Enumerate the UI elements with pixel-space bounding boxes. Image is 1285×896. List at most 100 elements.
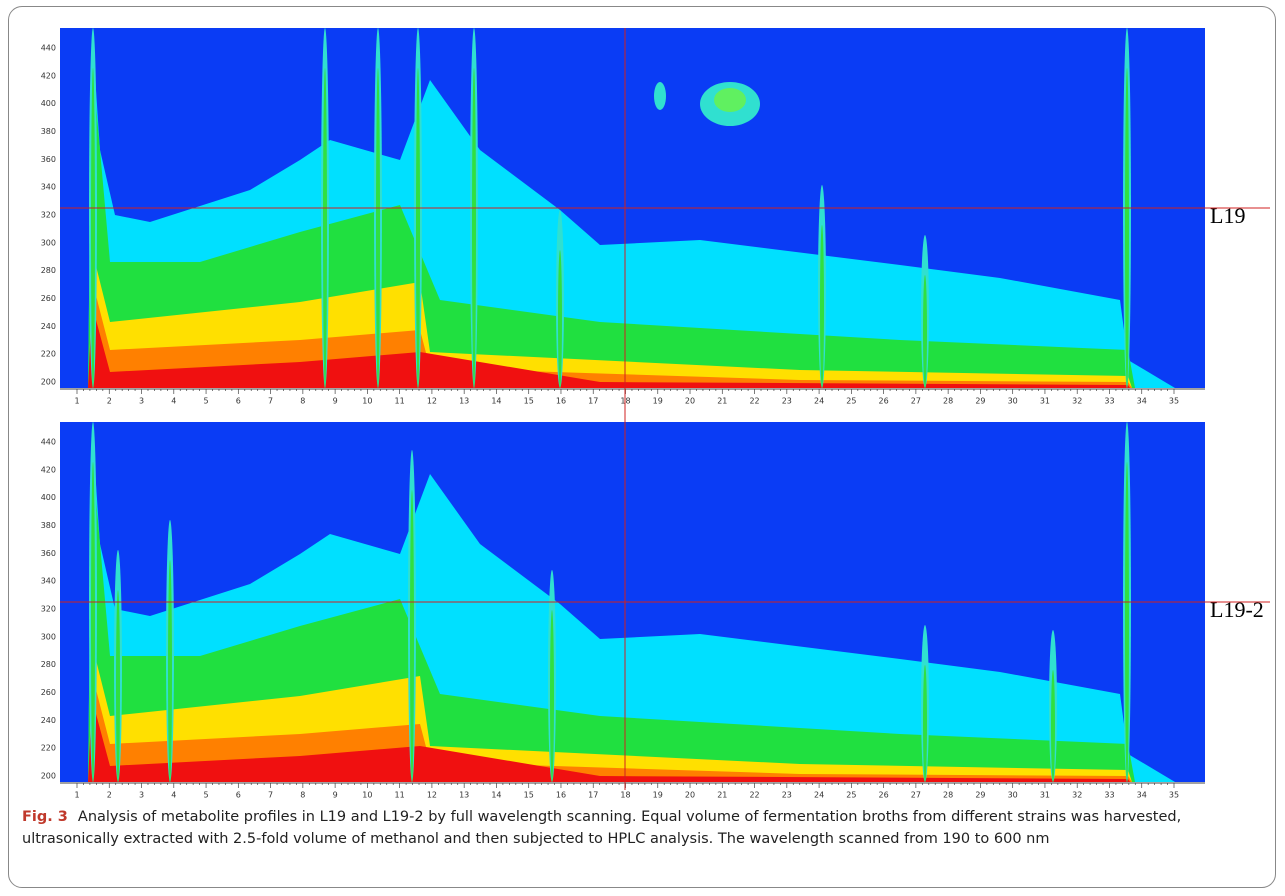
peak-core <box>410 490 414 782</box>
y-tick-label: 240 <box>41 716 56 725</box>
x-tick-label: 4 <box>171 397 176 406</box>
x-tick-label: 27 <box>911 397 921 406</box>
x-tick-label: 13 <box>459 397 469 406</box>
x-tick-label: 34 <box>1137 791 1147 800</box>
y-tick-label: 300 <box>41 238 56 247</box>
x-tick-label: 19 <box>653 791 663 800</box>
peak-core <box>323 68 327 388</box>
y-tick-label: 320 <box>41 605 56 614</box>
x-tick-label: 20 <box>685 791 695 800</box>
x-tick-label: 5 <box>204 791 209 800</box>
x-tick-label: 2 <box>107 791 112 800</box>
panel-label: L19 <box>1210 203 1245 228</box>
peak-core <box>558 250 562 388</box>
x-tick-label: 23 <box>782 791 792 800</box>
blob <box>654 82 666 110</box>
panel-label: L19-2 <box>1210 597 1264 622</box>
y-tick-label: 360 <box>41 549 56 558</box>
x-tick-label: 21 <box>717 397 727 406</box>
blob <box>714 88 746 112</box>
x-tick-label: 11 <box>395 791 405 800</box>
x-tick-label: 8 <box>300 397 305 406</box>
x-tick-label: 18 <box>620 791 630 800</box>
x-tick-label: 1 <box>74 791 79 800</box>
x-tick-label: 16 <box>556 397 566 406</box>
peak-core <box>1051 670 1055 782</box>
x-tick-label: 32 <box>1072 397 1082 406</box>
y-tick-label: 420 <box>41 71 56 80</box>
x-tick-label: 4 <box>171 791 176 800</box>
peak-core <box>923 275 927 388</box>
x-tick-label: 6 <box>236 397 241 406</box>
y-tick-label: 260 <box>41 294 56 303</box>
x-tick-label: 30 <box>1008 397 1018 406</box>
x-tick-label: 17 <box>588 397 598 406</box>
peak-core <box>168 560 172 782</box>
y-tick-label: 280 <box>41 266 56 275</box>
x-tick-label: 35 <box>1169 791 1179 800</box>
x-tick-label: 31 <box>1040 397 1050 406</box>
y-tick-label: 280 <box>41 660 56 669</box>
x-tick-label: 26 <box>879 791 889 800</box>
y-tick-label: 200 <box>41 772 56 781</box>
x-tick-label: 28 <box>943 791 953 800</box>
x-tick-label: 21 <box>717 791 727 800</box>
x-tick-label: 9 <box>333 791 338 800</box>
x-tick-label: 33 <box>1104 791 1114 800</box>
x-tick-label: 20 <box>685 397 695 406</box>
peak-core <box>376 68 380 388</box>
y-tick-label: 220 <box>41 350 56 359</box>
y-tick-label: 200 <box>41 378 56 387</box>
x-tick-label: 25 <box>846 397 856 406</box>
caption-label: Fig. 3 <box>22 809 68 825</box>
y-tick-label: 400 <box>41 99 56 108</box>
x-tick-label: 28 <box>943 397 953 406</box>
x-tick-label: 34 <box>1137 397 1147 406</box>
x-tick-label: 7 <box>268 397 273 406</box>
x-tick-label: 35 <box>1169 397 1179 406</box>
y-tick-label: 380 <box>41 521 56 530</box>
x-tick-label: 3 <box>139 791 144 800</box>
y-tick-label: 340 <box>41 183 56 192</box>
x-tick-label: 8 <box>300 791 305 800</box>
x-tick-label: 30 <box>1008 791 1018 800</box>
x-tick-label: 29 <box>975 397 985 406</box>
y-tick-label: 380 <box>41 127 56 136</box>
x-tick-label: 15 <box>524 397 534 406</box>
x-tick-label: 12 <box>427 791 437 800</box>
y-tick-label: 340 <box>41 577 56 586</box>
peak-core <box>416 68 420 388</box>
x-tick-label: 33 <box>1104 397 1114 406</box>
peak-core <box>91 462 95 782</box>
x-tick-label: 23 <box>782 397 792 406</box>
y-tick-label: 400 <box>41 493 56 502</box>
x-tick-label: 26 <box>879 397 889 406</box>
x-tick-label: 29 <box>975 791 985 800</box>
x-tick-label: 22 <box>749 791 759 800</box>
x-tick-label: 1 <box>74 397 79 406</box>
y-tick-label: 440 <box>41 44 56 53</box>
x-tick-label: 16 <box>556 791 566 800</box>
x-tick-label: 11 <box>395 397 405 406</box>
x-tick-label: 15 <box>524 791 534 800</box>
x-tick-label: 22 <box>749 397 759 406</box>
x-tick-label: 5 <box>204 397 209 406</box>
x-tick-label: 19 <box>653 397 663 406</box>
peak-core <box>820 225 824 388</box>
peak-core <box>472 68 476 388</box>
x-tick-label: 10 <box>362 791 372 800</box>
x-tick-label: 24 <box>814 397 824 406</box>
peak-core <box>923 665 927 782</box>
x-tick-label: 14 <box>491 791 501 800</box>
x-tick-label: 25 <box>846 791 856 800</box>
y-tick-label: 440 <box>41 438 56 447</box>
x-tick-label: 17 <box>588 791 598 800</box>
x-tick-label: 32 <box>1072 791 1082 800</box>
x-tick-label: 9 <box>333 397 338 406</box>
y-tick-label: 320 <box>41 211 56 220</box>
x-tick-label: 31 <box>1040 791 1050 800</box>
caption-text: Analysis of metabolite profiles in L19 a… <box>22 809 1181 847</box>
x-tick-label: 6 <box>236 791 241 800</box>
x-tick-label: 2 <box>107 397 112 406</box>
